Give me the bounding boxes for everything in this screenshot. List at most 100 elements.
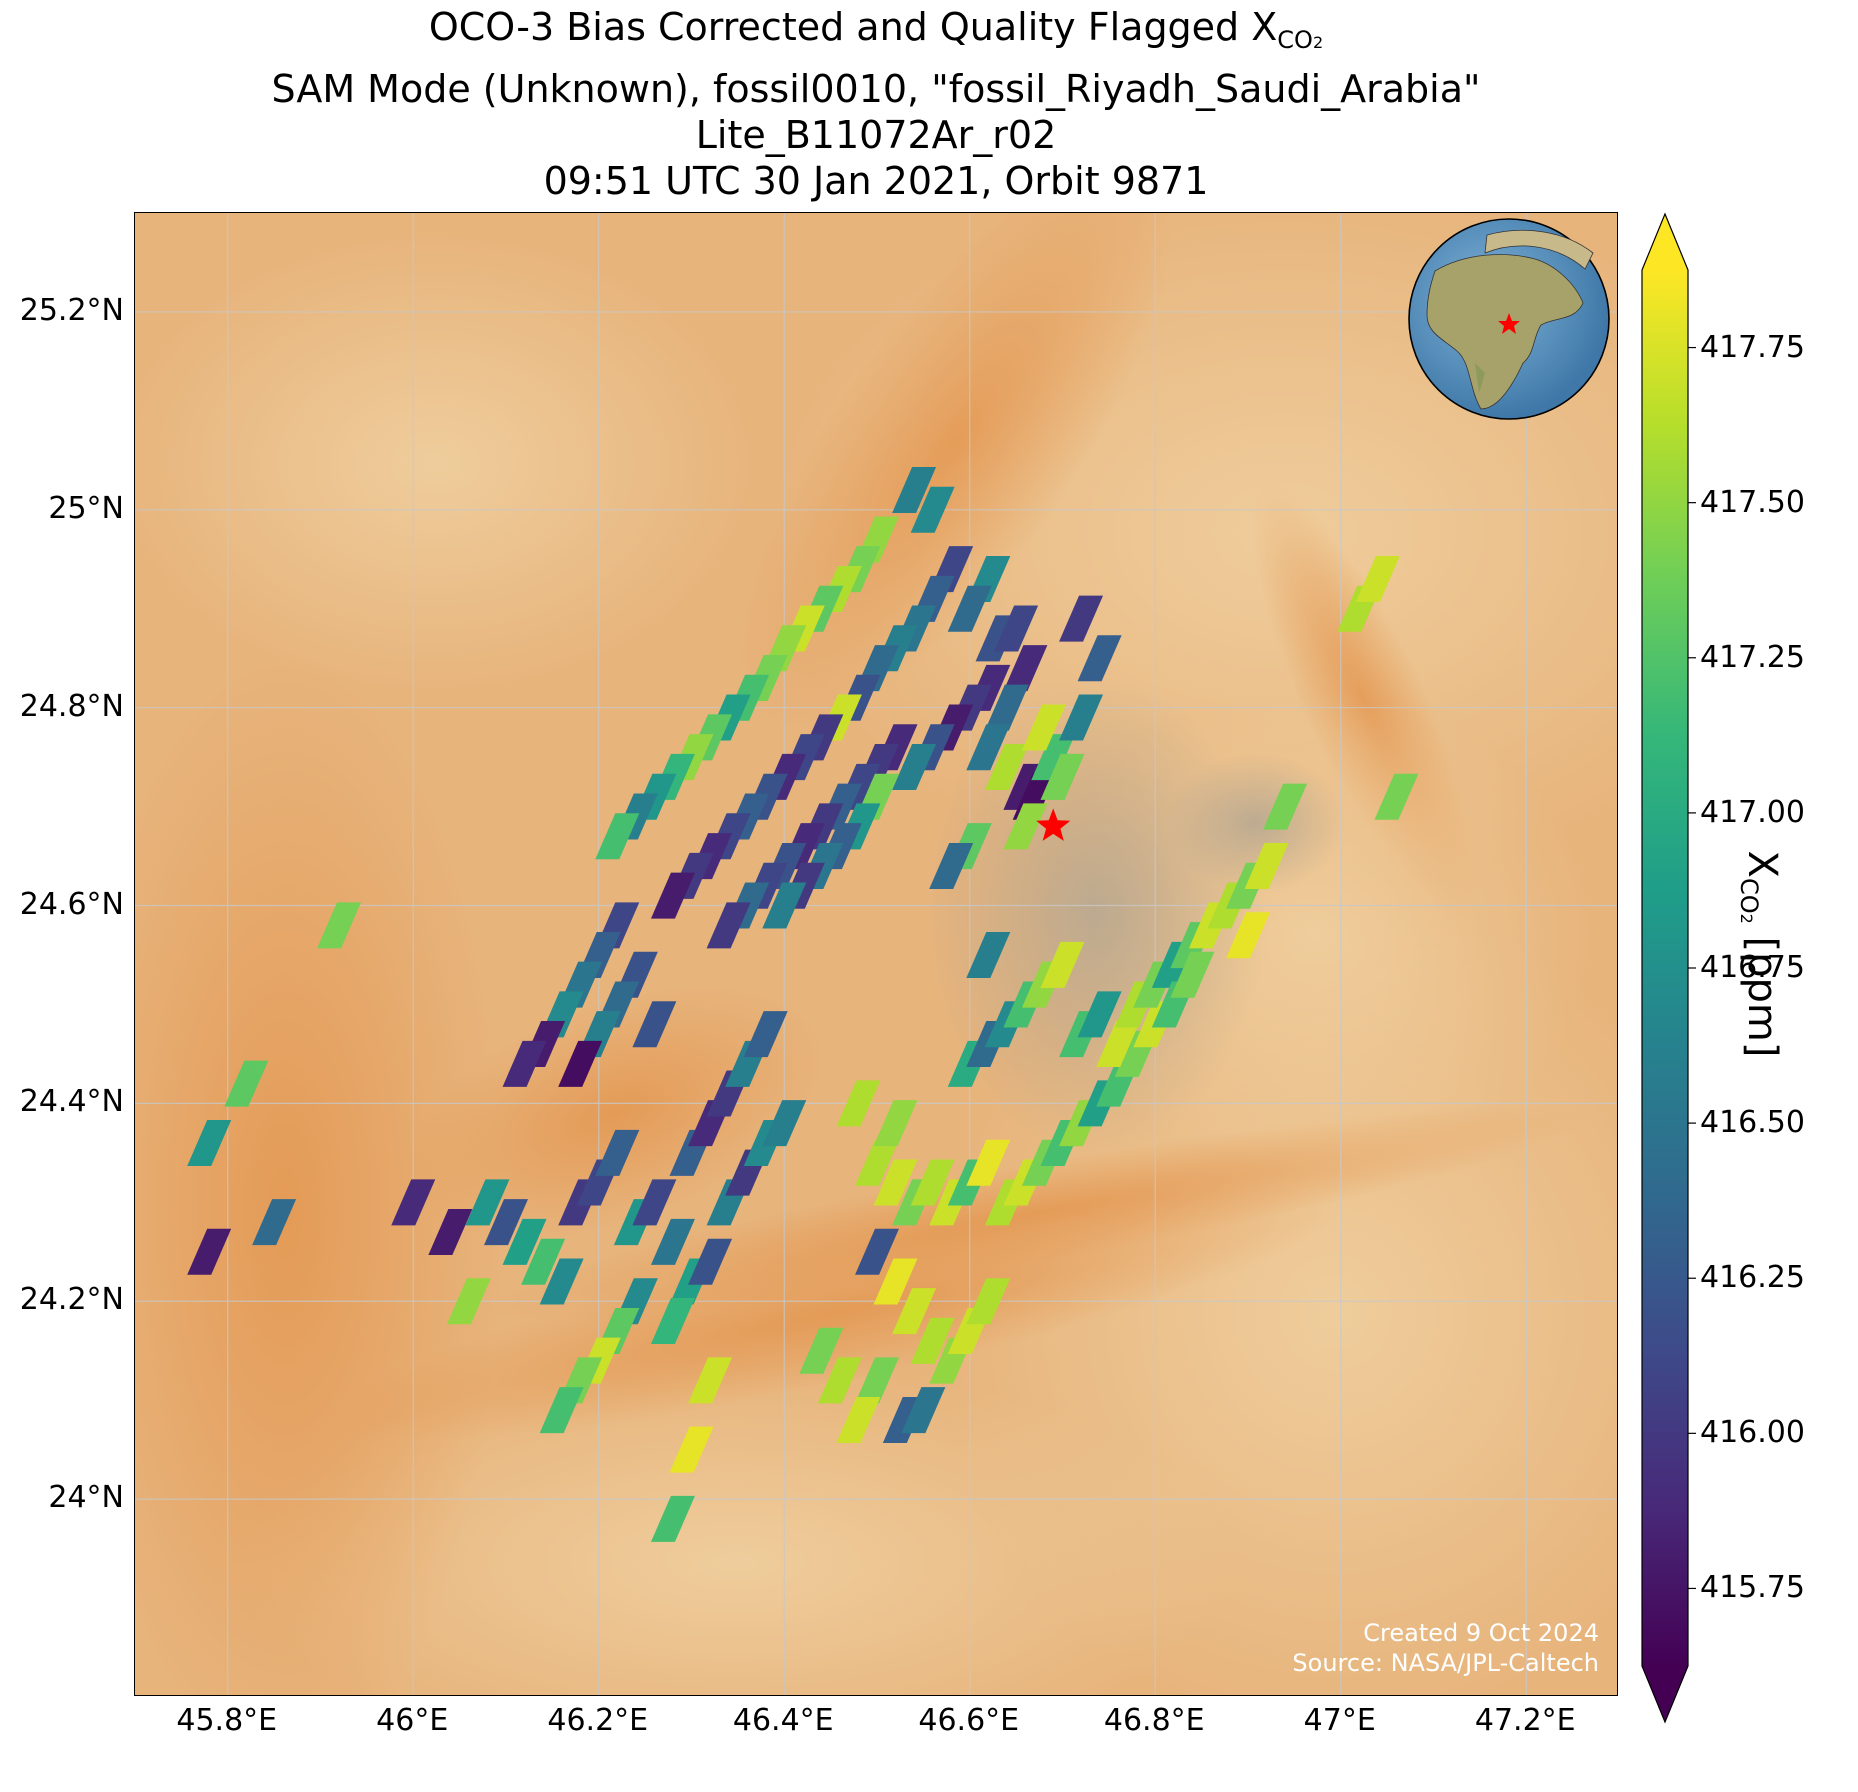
- lat-tick-label: 24.6°N: [19, 886, 124, 922]
- colorbar-tick-label: 415.75: [1700, 1570, 1805, 1606]
- colorbar-extend-max: [1642, 214, 1688, 270]
- title-line-3: Lite_B11072Ar_r02: [695, 113, 1057, 157]
- sounding-footprint: [650, 1218, 695, 1265]
- sounding-footprint: [994, 605, 1039, 652]
- sounding-footprint: [799, 1327, 844, 1374]
- colorbar-ticks: [1688, 346, 1696, 1590]
- sounding-footprint: [502, 1218, 547, 1265]
- sounding-footprint: [669, 1426, 714, 1473]
- sounding-footprint: [317, 902, 362, 949]
- sounding-footprint: [650, 1495, 695, 1542]
- sounding-footprint: [929, 842, 974, 889]
- colorbar-body: [1641, 212, 1689, 1724]
- sounding-footprint: [391, 1179, 436, 1226]
- lon-tick-label: 45.8°E: [176, 1703, 278, 1738]
- credit-created: Created 9 Oct 2024: [1363, 1619, 1599, 1647]
- basemap: [135, 213, 1617, 1695]
- sounding-footprint: [1040, 941, 1085, 988]
- lon-tick-label: 46.4°E: [732, 1703, 834, 1738]
- chart-title: OCO-3 Bias Corrected and Quality Flagged…: [134, 4, 1618, 204]
- sounding-footprint: [1096, 1021, 1141, 1068]
- colorbar-title-subscript: CO: [1735, 877, 1763, 914]
- xco2-soundings: [187, 467, 1419, 1542]
- sounding-footprint: [187, 1119, 232, 1166]
- globe-inset: [1408, 218, 1610, 420]
- sounding-footprint: [966, 1139, 1011, 1186]
- target-star-icon[interactable]: [1036, 808, 1071, 841]
- sounding-footprint: [892, 1288, 937, 1335]
- colorbar-title-prefix: X: [1739, 850, 1785, 878]
- sounding-footprint: [855, 1228, 899, 1275]
- sounding-footprint: [539, 1387, 584, 1434]
- lat-tick-label: 25.2°N: [19, 292, 124, 328]
- sounding-footprint: [984, 744, 1029, 791]
- sounding-footprint: [688, 1357, 733, 1404]
- lat-tick-label: 24.2°N: [19, 1282, 124, 1318]
- lon-tick-label: 47°E: [1303, 1703, 1376, 1738]
- colorbar-tick-label: 416.00: [1700, 1415, 1805, 1451]
- sounding-footprint: [595, 1129, 640, 1176]
- credit-source: Source: NASA/JPL-Caltech: [1292, 1649, 1599, 1677]
- colorbar-title-subsubscript: 2: [1737, 913, 1756, 924]
- target-star-marker[interactable]: [1036, 808, 1071, 841]
- sounding-footprint: [1263, 783, 1308, 830]
- sounding-footprint: [502, 1040, 547, 1087]
- lon-tick-label: 46.8°E: [1103, 1703, 1205, 1738]
- map-panel[interactable]: Created 9 Oct 2024 Source: NASA/JPL-Calt…: [134, 212, 1618, 1696]
- sounding-footprint: [762, 882, 807, 929]
- lat-tick-label: 24.4°N: [19, 1084, 124, 1120]
- colorbar-title-suffix: [ppm]: [1739, 923, 1785, 1058]
- colorbar-tick-label: 417.25: [1700, 639, 1805, 675]
- lat-tick-label: 25°N: [48, 490, 124, 526]
- sounding-footprint: [966, 932, 1011, 978]
- colorbar-outline: [1641, 212, 1689, 1724]
- lat-tick-label: 24°N: [48, 1480, 124, 1516]
- sounding-footprint: [1040, 753, 1085, 800]
- sounding-footprint: [465, 1179, 510, 1226]
- sounding-footprint: [910, 1317, 955, 1364]
- sounding-footprint: [706, 902, 751, 949]
- colorbar-title: XCO2 [ppm]: [1735, 851, 1785, 1058]
- sounding-footprint: [428, 1209, 473, 1256]
- title-line-1-text: OCO-3 Bias Corrected and Quality Flagged…: [428, 5, 1278, 49]
- sounding-footprint: [873, 1258, 918, 1305]
- sounding-footprint: [1170, 951, 1215, 998]
- sounding-footprint: [1059, 595, 1104, 642]
- sounding-footprint: [539, 1258, 584, 1305]
- sounding-footprint: [947, 585, 992, 632]
- sounding-footprint: [966, 724, 1011, 771]
- sounding-footprint: [892, 744, 937, 791]
- lon-tick-label: 46°E: [376, 1703, 449, 1738]
- title-line-1: OCO-3 Bias Corrected and Quality Flagged…: [134, 4, 1618, 66]
- sounding-footprint: [984, 684, 1029, 731]
- sounding-footprint: [187, 1228, 232, 1275]
- sounding-footprint: [1355, 556, 1400, 603]
- colorbar-tick-label: 417.00: [1700, 794, 1805, 830]
- sounding-footprint: [910, 1159, 955, 1206]
- sounding-footprint: [873, 1159, 918, 1206]
- sounding-footprint: [650, 872, 695, 919]
- sounding-footprint: [1077, 635, 1122, 682]
- sounding-footprint: [1374, 773, 1419, 820]
- colorbar-gradient: [1642, 270, 1688, 1666]
- sounding-footprint: [836, 1080, 881, 1127]
- sounding-footprint: [1244, 842, 1289, 889]
- title-subscript: CO: [1277, 26, 1313, 54]
- sounding-footprint: [484, 1199, 528, 1246]
- sounding-footprint: [1226, 912, 1270, 959]
- colorbar-tick-label: 416.50: [1700, 1105, 1805, 1141]
- sounding-footprint: [521, 1238, 566, 1285]
- sounding-footprint: [1003, 645, 1048, 692]
- sounding-footprint: [1003, 803, 1048, 850]
- colorbar-tick-label: 417.75: [1700, 329, 1805, 365]
- title-line-2: SAM Mode (Unknown), fossil0010, "fossil_…: [271, 67, 1481, 111]
- sounding-footprint: [966, 1278, 1011, 1325]
- colorbar-tick-label: 417.50: [1700, 484, 1805, 520]
- sounding-footprint: [446, 1278, 491, 1325]
- lon-tick-label: 47.2°E: [1474, 1703, 1576, 1738]
- sounding-footprint: [558, 1040, 603, 1087]
- sounding-footprint: [817, 1357, 862, 1404]
- map-canvas: [135, 213, 1617, 1695]
- sounding-footprint: [252, 1199, 297, 1246]
- lon-tick-label: 46.6°E: [918, 1703, 1020, 1738]
